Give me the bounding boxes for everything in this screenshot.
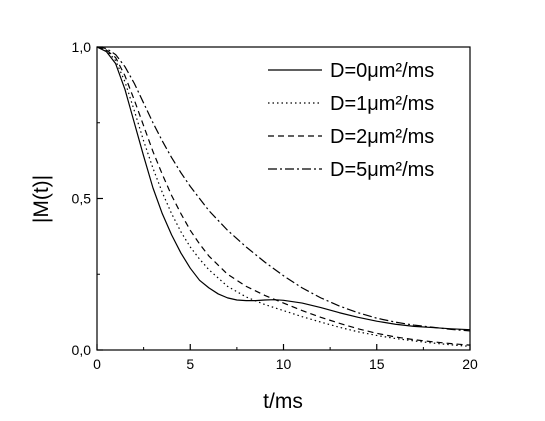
- series-layer: [96, 46, 471, 347]
- x-tick-label: 10: [276, 356, 292, 372]
- x-tick-label: 5: [186, 356, 194, 372]
- y-tick-label: 0,5: [72, 191, 92, 207]
- series-line: [96, 46, 471, 347]
- legend: D=0μm²/ms D=1μm²/ms D=2μm²/ms D=5μm²/ms: [268, 60, 434, 181]
- legend-label: D=5μm²/ms: [330, 159, 434, 181]
- x-tick-label: 0: [93, 356, 101, 372]
- tick-layer: 0 5 10 15 20 0,0 0,5 1,0: [72, 39, 478, 372]
- series-line: [96, 46, 471, 332]
- y-axis-title: |M(t)|: [30, 175, 53, 223]
- series-line: [96, 46, 471, 346]
- series-line: [96, 46, 471, 331]
- x-tick-label: 15: [369, 356, 385, 372]
- y-tick-label: 0,0: [72, 342, 92, 358]
- legend-label: D=1μm²/ms: [330, 93, 434, 115]
- x-axis-title: t/ms: [263, 390, 303, 413]
- y-tick-label: 1,0: [72, 39, 92, 55]
- x-tick-label: 20: [462, 356, 478, 372]
- legend-label: D=0μm²/ms: [330, 60, 434, 82]
- legend-label: D=2μm²/ms: [330, 126, 434, 148]
